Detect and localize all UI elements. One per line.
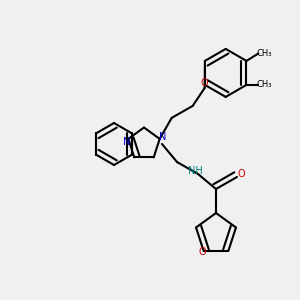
Text: CH₃: CH₃ — [257, 80, 272, 89]
Text: N: N — [123, 137, 130, 147]
Text: CH₃: CH₃ — [257, 49, 272, 58]
Text: NH: NH — [188, 166, 202, 176]
Text: O: O — [238, 169, 245, 179]
Text: O: O — [201, 78, 208, 88]
Text: N: N — [159, 132, 166, 142]
Text: O: O — [198, 248, 206, 257]
